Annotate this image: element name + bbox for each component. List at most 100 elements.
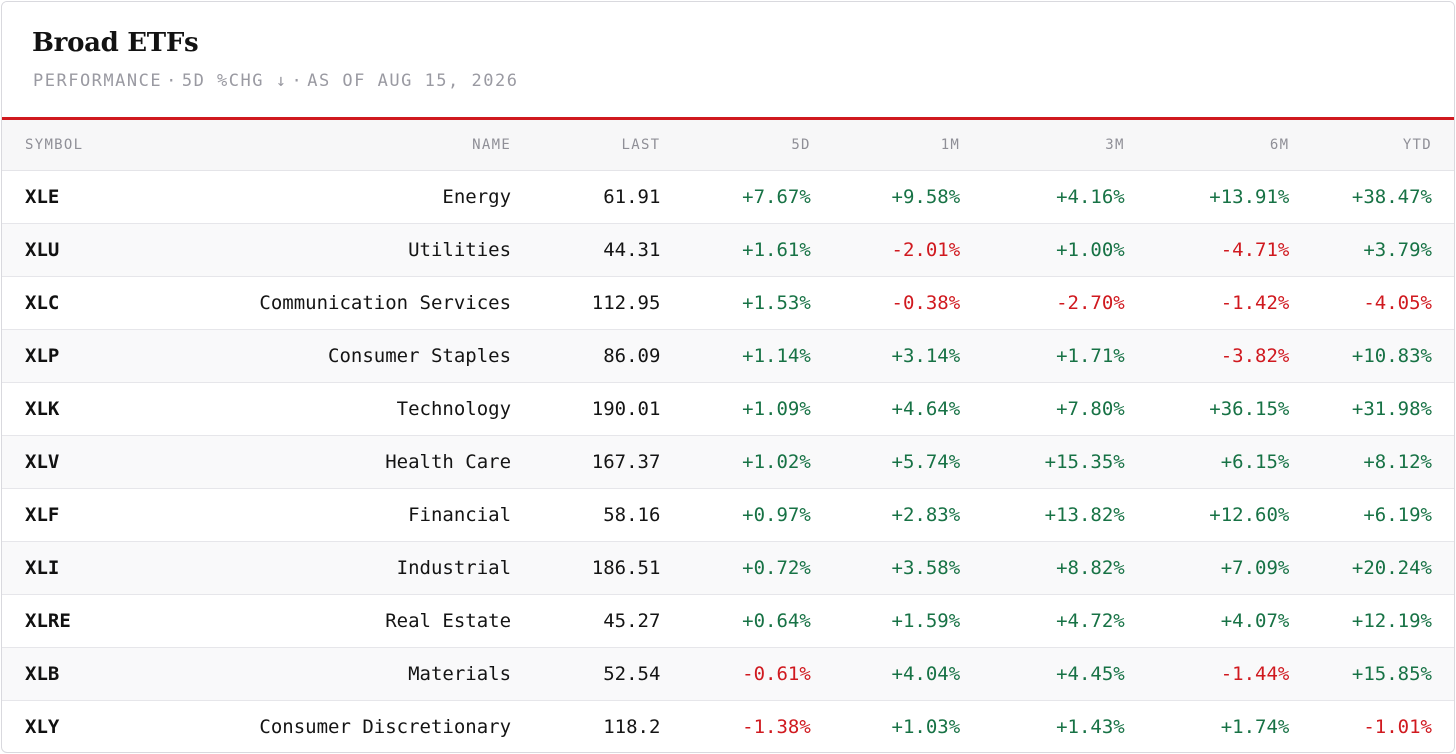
cell-6m: -3.82% — [1124, 329, 1290, 383]
cell-3m: +1.43% — [1056, 715, 1125, 738]
cell-ytd: +8.12% — [1289, 435, 1454, 489]
cell-symbol: XLI — [2, 541, 206, 595]
cell-3m: +4.45% — [960, 647, 1125, 701]
table-row[interactable]: XLV Health Care 167.37 +1.02% +5.74% +15.35% +… — [2, 435, 1454, 489]
cell-1m: +3.58% — [810, 541, 961, 595]
cell-ytd: +38.47% — [1289, 170, 1454, 224]
cell-3m: -2.70% — [960, 276, 1125, 330]
cell-last: 190.01 — [511, 382, 661, 436]
cell-name: Industrial — [205, 541, 512, 595]
column-header-6m[interactable]: 6M — [1124, 120, 1290, 171]
table-row[interactable]: XLY Consumer Discretionary 118.2 -1.38% +1.0… — [2, 700, 1454, 752]
cell-1m: +3.14% — [810, 329, 961, 383]
column-header-ytd[interactable]: YTD — [1289, 120, 1454, 171]
column-header-1m[interactable]: 1M — [810, 120, 961, 171]
subtitle-sort[interactable]: 5D %CHG ↓ — [181, 71, 288, 91]
cell-last: 118.2 — [603, 715, 661, 738]
table-header-row: SYMBOL NAME LAST 5D 1M 3M 6M YTD — [2, 120, 1454, 171]
card-header: Broad ETFs PERFORMANCE · 5D %CHG ↓ · AS OF A… — [2, 2, 1454, 120]
cell-symbol: XLRE — [2, 594, 206, 648]
cell-1m: +4.04% — [810, 647, 961, 701]
table-row[interactable]: XLC Communication Services 112.95 +1.53% -0.… — [2, 276, 1454, 330]
table-row[interactable]: XLP Consumer Staples 86.09 +1.14% +3.14% +1.7… — [2, 329, 1454, 383]
cell-3m: +1.00% — [960, 223, 1125, 277]
cell-3m: +15.35% — [960, 435, 1125, 489]
table-row[interactable]: XLF Financial 58.16 +0.97% +2.83% +13.82% +12.… — [2, 488, 1454, 542]
cell-1m: +1.59% — [810, 594, 961, 648]
cell-5d: +7.67% — [660, 170, 811, 224]
cell-3m: +8.82% — [960, 541, 1125, 595]
table-row[interactable]: XLI Industrial 186.51 +0.72% +3.58% +8.82% +7.… — [2, 541, 1454, 595]
cell-symbol: XLU — [2, 223, 206, 277]
cell-5d: +1.14% — [660, 329, 811, 383]
cell-name: Consumer Discretionary — [259, 715, 512, 738]
page-subtitle: PERFORMANCE · 5D %CHG ↓ · AS OF AUG 15, 2026 — [33, 71, 518, 91]
subtitle-separator: · — [291, 71, 304, 91]
cell-symbol: XLP — [2, 329, 206, 383]
cell-3m: +4.72% — [960, 594, 1125, 648]
cell-last: 44.31 — [511, 223, 661, 277]
table-row[interactable]: XLRE Real Estate 45.27 +0.64% +1.59% +4.72% +4… — [2, 594, 1454, 648]
cell-ytd: +15.85% — [1289, 647, 1454, 701]
column-header-3m[interactable]: 3M — [960, 120, 1125, 171]
cell-6m: +1.74% — [1220, 715, 1290, 738]
cell-ytd: +6.19% — [1289, 488, 1454, 542]
etf-table: SYMBOL NAME LAST 5D 1M 3M 6M YTD XLE Ener… — [2, 120, 1454, 752]
cell-5d: -0.61% — [660, 647, 811, 701]
cell-3m: +4.16% — [960, 170, 1125, 224]
cell-name: Financial — [205, 488, 512, 542]
cell-5d: +1.02% — [660, 435, 811, 489]
cell-symbol: XLY — [25, 715, 60, 738]
cell-3m: +7.80% — [960, 382, 1125, 436]
cell-5d: +1.61% — [660, 223, 811, 277]
column-header-5d[interactable]: 5D — [660, 120, 811, 171]
cell-6m: +7.09% — [1124, 541, 1290, 595]
column-header-symbol[interactable]: SYMBOL — [2, 120, 206, 171]
cell-name: Technology — [205, 382, 512, 436]
table-body: XLE Energy 61.91 +7.67% +9.58% +4.16% +13.91% +… — [2, 170, 1454, 752]
cell-symbol: XLC — [2, 276, 206, 330]
cell-last: 45.27 — [511, 594, 661, 648]
cell-name: Communication Services — [205, 276, 512, 330]
cell-6m: +6.15% — [1124, 435, 1290, 489]
table-row[interactable]: XLB Materials 52.54 -0.61% +4.04% +4.45% -1.44… — [2, 647, 1454, 701]
cell-ytd: +3.79% — [1289, 223, 1454, 277]
column-header-last[interactable]: LAST — [511, 120, 661, 171]
cell-1m: +2.83% — [810, 488, 961, 542]
cell-last: 167.37 — [511, 435, 661, 489]
cell-6m: -1.42% — [1124, 276, 1290, 330]
cell-5d: -1.38% — [742, 715, 811, 738]
cell-1m: +9.58% — [810, 170, 961, 224]
cell-symbol: XLV — [2, 435, 206, 489]
cell-symbol: XLB — [2, 647, 206, 701]
cell-last: 186.51 — [511, 541, 661, 595]
cell-6m: +4.07% — [1124, 594, 1290, 648]
cell-ytd: -1.01% — [1363, 715, 1432, 738]
cell-last: 112.95 — [511, 276, 661, 330]
cell-6m: +12.60% — [1124, 488, 1290, 542]
table-row[interactable]: XLU Utilities 44.31 +1.61% -2.01% +1.00% -4.71… — [2, 223, 1454, 277]
cell-1m: +4.64% — [810, 382, 961, 436]
cell-6m: +36.15% — [1124, 382, 1290, 436]
table-row[interactable]: XLK Technology 190.01 +1.09% +4.64% +7.80% +36… — [2, 382, 1454, 436]
cell-last: 61.91 — [511, 170, 661, 224]
cell-symbol: XLK — [2, 382, 206, 436]
cell-3m: +1.71% — [960, 329, 1125, 383]
cell-ytd: -4.05% — [1289, 276, 1454, 330]
cell-5d: +0.64% — [660, 594, 811, 648]
cell-3m: +13.82% — [960, 488, 1125, 542]
cell-symbol: XLE — [2, 170, 206, 224]
cell-name: Energy — [205, 170, 512, 224]
subtitle-metric: PERFORMANCE — [33, 71, 163, 91]
column-header-name[interactable]: NAME — [205, 120, 512, 171]
cell-6m: +13.91% — [1124, 170, 1290, 224]
cell-5d: +1.09% — [660, 382, 811, 436]
cell-name: Consumer Staples — [205, 329, 512, 383]
cell-last: 52.54 — [511, 647, 661, 701]
cell-5d: +0.97% — [660, 488, 811, 542]
cell-1m: -2.01% — [810, 223, 961, 277]
table-row[interactable]: XLE Energy 61.91 +7.67% +9.58% +4.16% +13.91% +… — [2, 170, 1454, 224]
cell-6m: -1.44% — [1124, 647, 1290, 701]
cell-ytd: +10.83% — [1289, 329, 1454, 383]
